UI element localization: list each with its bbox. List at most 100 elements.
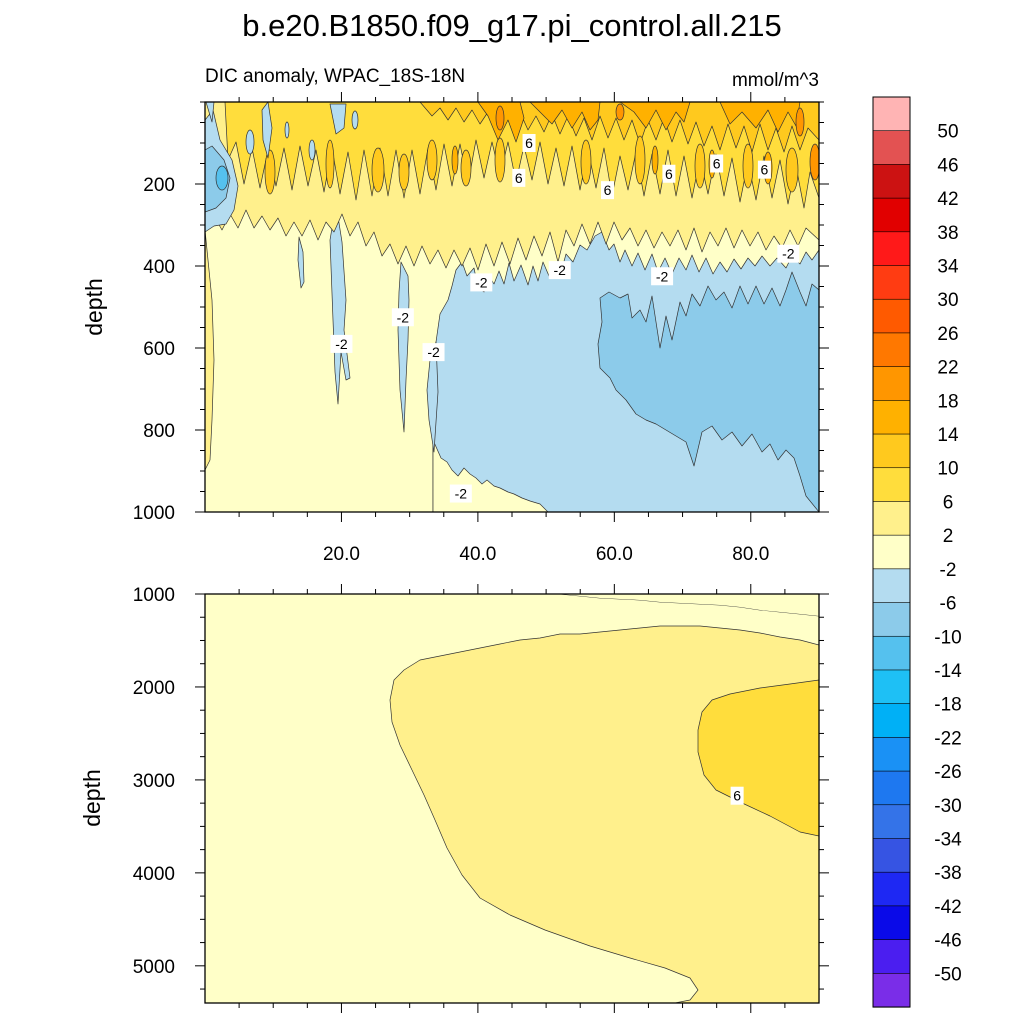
colorbar-swatch	[872, 265, 911, 300]
colorbar-label: 30	[937, 290, 958, 311]
colorbar-swatch	[872, 905, 911, 941]
contour-label-box	[651, 267, 674, 286]
x-tick-label: 20.0	[323, 544, 360, 565]
band-10-to-14	[264, 102, 819, 195]
contour-label-box	[449, 484, 472, 503]
contour-label-box	[330, 334, 353, 353]
colorbar-swatch	[872, 871, 911, 907]
lower-band-6-to-10	[697, 679, 819, 837]
colorbar-label: -6	[940, 594, 957, 615]
colorbar-label: 6	[943, 492, 954, 513]
colorbar-swatch	[872, 130, 911, 166]
lower-y-axis: 1000 2000 3000 4000 5000	[133, 585, 829, 990]
band-18-to-22	[495, 103, 819, 181]
colorbar-label: -34	[934, 829, 962, 850]
colorbar-swatch	[872, 467, 911, 503]
contour-label: 6	[515, 170, 523, 186]
y-tick-label: 800	[143, 421, 175, 442]
contour-label: -2	[397, 309, 410, 325]
colorbar-label: -10	[934, 627, 961, 648]
contour-label-box	[548, 261, 571, 280]
contour-label: -2	[427, 344, 440, 360]
colorbar-swatch	[872, 298, 911, 334]
left-edge-strip	[205, 229, 215, 471]
contour-label: 6	[713, 156, 721, 172]
colorbar-label: 50	[937, 122, 958, 143]
contour-label-box	[522, 134, 536, 152]
contour-label-box	[710, 154, 724, 173]
colorbar-swatch	[872, 838, 911, 873]
lower-panel: 6 1000 2000 3000 4000 5000 depth	[79, 584, 829, 1013]
contour-label-box	[777, 244, 800, 263]
colorbar-label: -42	[934, 897, 961, 918]
contour-label: 6	[525, 135, 533, 151]
colorbar-label: 34	[937, 257, 959, 278]
colorbar-label: -22	[934, 728, 961, 749]
colorbar-label: 18	[937, 391, 958, 412]
chart-title: b.e20.B1850.f09_g17.pi_control.all.215	[242, 8, 782, 43]
colorbar-swatch	[872, 433, 911, 469]
x-tick-label: 40.0	[459, 544, 496, 565]
y-tick-label: 4000	[133, 864, 175, 885]
colorbar-swatch	[872, 737, 911, 772]
colorbar-swatch	[872, 804, 911, 840]
colorbar-swatch	[872, 501, 911, 536]
colorbar-swatch	[872, 635, 911, 671]
lower-x-axis	[238, 584, 786, 1013]
chart-subtitle: DIC anomaly, WPAC_18S-18N	[205, 66, 465, 87]
colorbar-label: -14	[934, 661, 962, 682]
y-tick-label: 1000	[133, 503, 175, 524]
contour-label-box	[512, 168, 526, 187]
contour-label: 6	[733, 788, 741, 804]
contour-label: 6	[604, 182, 612, 198]
colorbar-label: -2	[940, 560, 957, 581]
colorbar-swatch	[872, 231, 911, 267]
contour-label: 6	[761, 162, 769, 178]
finger-34	[426, 341, 439, 453]
surface-blue	[205, 102, 359, 233]
contour-label: -2	[782, 246, 795, 262]
x-tick-label: 60.0	[596, 544, 633, 565]
colorbar-label: -46	[934, 931, 961, 952]
colorbar-swatch	[872, 972, 911, 1008]
contour-label: -2	[455, 486, 468, 502]
lower-contour-fill	[205, 594, 819, 1003]
colorbar-frame	[872, 96, 911, 1008]
contour-label-box	[391, 308, 414, 327]
contour-label-box	[470, 273, 493, 292]
lower-contour-labels: 6	[730, 786, 744, 805]
y-tick-label: 2000	[133, 678, 175, 699]
colorbar-label: -30	[934, 796, 961, 817]
lower-band-2-to-6-top	[560, 594, 819, 616]
colorbar-swatch	[872, 332, 911, 368]
finger-14	[297, 236, 305, 289]
contour-label-box	[422, 343, 445, 362]
colorbar-label: 2	[943, 526, 954, 547]
colorbar-swatch	[872, 197, 911, 233]
colorbar-label: 14	[937, 425, 959, 446]
contour-label-box	[662, 164, 676, 183]
colorbar-swatch	[872, 568, 911, 604]
contour-label: -2	[335, 336, 348, 352]
colorbar: 50 46 42 38 34 30 26 22 18 14 10 6 2 -2 -6 -10 -14 -18 -22…	[872, 96, 962, 1008]
colorbar-label: 46	[937, 155, 958, 176]
colorbar-swatch	[872, 400, 911, 435]
colorbar-swatch	[872, 939, 911, 974]
contour-label-box	[757, 160, 771, 179]
colorbar-label: 22	[937, 358, 958, 379]
colorbar-swatch	[872, 366, 911, 401]
colorbar-label: -18	[934, 695, 961, 716]
colorbar-swatch	[872, 703, 911, 738]
colorbar-label: -38	[934, 863, 961, 884]
finger-20	[329, 203, 351, 405]
upper-y-axis-label: depth	[81, 278, 107, 336]
contour-label: 6	[665, 166, 673, 182]
colorbar-label: 26	[937, 324, 958, 345]
y-tick-label: 600	[143, 339, 175, 360]
colorbar-label: -26	[934, 762, 961, 783]
colorbar-swatch	[872, 770, 911, 806]
contour-label-box	[601, 181, 615, 200]
upper-contour-fill	[205, 102, 819, 512]
x-tick-label: 80.0	[732, 544, 769, 565]
